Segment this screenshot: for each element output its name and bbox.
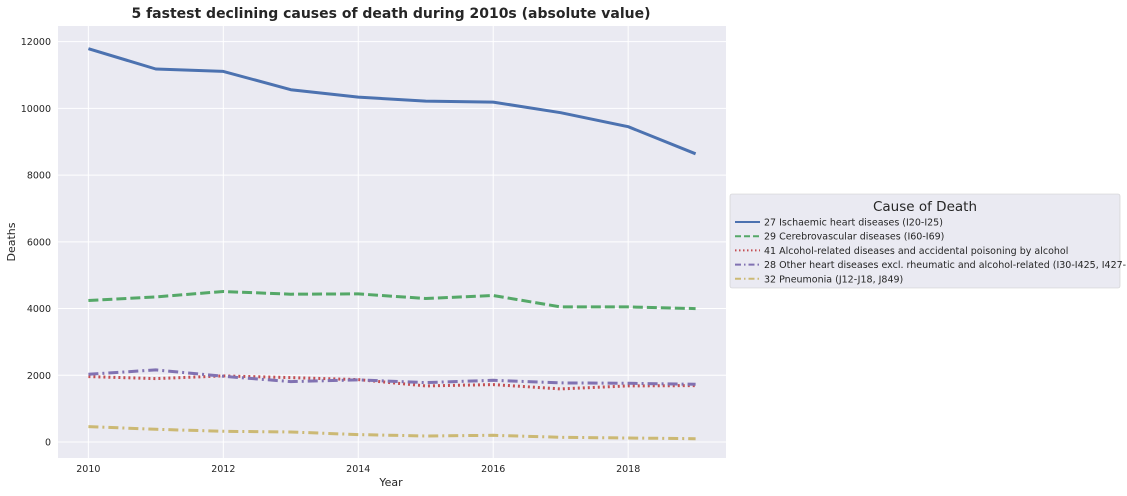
y-axis-label: Deaths bbox=[5, 222, 18, 261]
legend-items: 27 Ischaemic heart diseases (I20-I25) 29 … bbox=[735, 218, 1127, 285]
legend-label: 32 Pneumonia (J12-J18, J849) bbox=[764, 274, 903, 285]
y-tick-label: 6000 bbox=[27, 237, 51, 248]
legend-label: 27 Ischaemic heart diseases (I20-I25) bbox=[764, 218, 943, 229]
y-tick-label: 0 bbox=[45, 437, 51, 448]
y-tick-label: 4000 bbox=[27, 304, 51, 315]
y-tick-label: 8000 bbox=[27, 171, 51, 182]
y-tick-label: 10000 bbox=[21, 104, 51, 115]
legend-label: 28 Other heart diseases excl. rheumatic … bbox=[764, 260, 1127, 271]
series-lines bbox=[87, 47, 697, 441]
legend-label: 29 Cerebrovascular diseases (I60-I69) bbox=[764, 232, 944, 243]
series-line-5 bbox=[88, 425, 696, 441]
y-tick-label: 12000 bbox=[21, 37, 51, 48]
series-line-4 bbox=[88, 368, 696, 386]
series-line-2 bbox=[88, 290, 696, 311]
x-tick-label: 2016 bbox=[481, 464, 505, 475]
y-tick-label: 2000 bbox=[27, 371, 51, 382]
legend-title: Cause of Death bbox=[873, 199, 977, 215]
x-axis-ticks: 2010 2012 2014 2016 2018 bbox=[76, 464, 640, 475]
y-axis-ticks: 0 2000 4000 6000 8000 10000 12000 bbox=[21, 37, 51, 448]
x-axis-label: Year bbox=[378, 476, 403, 489]
chart-title: 5 fastest declining causes of death duri… bbox=[131, 6, 650, 22]
series-line-3 bbox=[88, 374, 696, 391]
legend: Cause of Death 27 Ischaemic heart diseas… bbox=[729, 193, 1127, 289]
legend-box bbox=[729, 193, 1121, 289]
series-line-1 bbox=[87, 47, 697, 156]
x-tick-label: 2012 bbox=[211, 464, 235, 475]
x-tick-label: 2018 bbox=[616, 464, 640, 475]
legend-label: 41 Alcohol-related diseases and accident… bbox=[764, 246, 1068, 257]
x-tick-label: 2014 bbox=[346, 464, 370, 475]
x-tick-label: 2010 bbox=[76, 464, 100, 475]
